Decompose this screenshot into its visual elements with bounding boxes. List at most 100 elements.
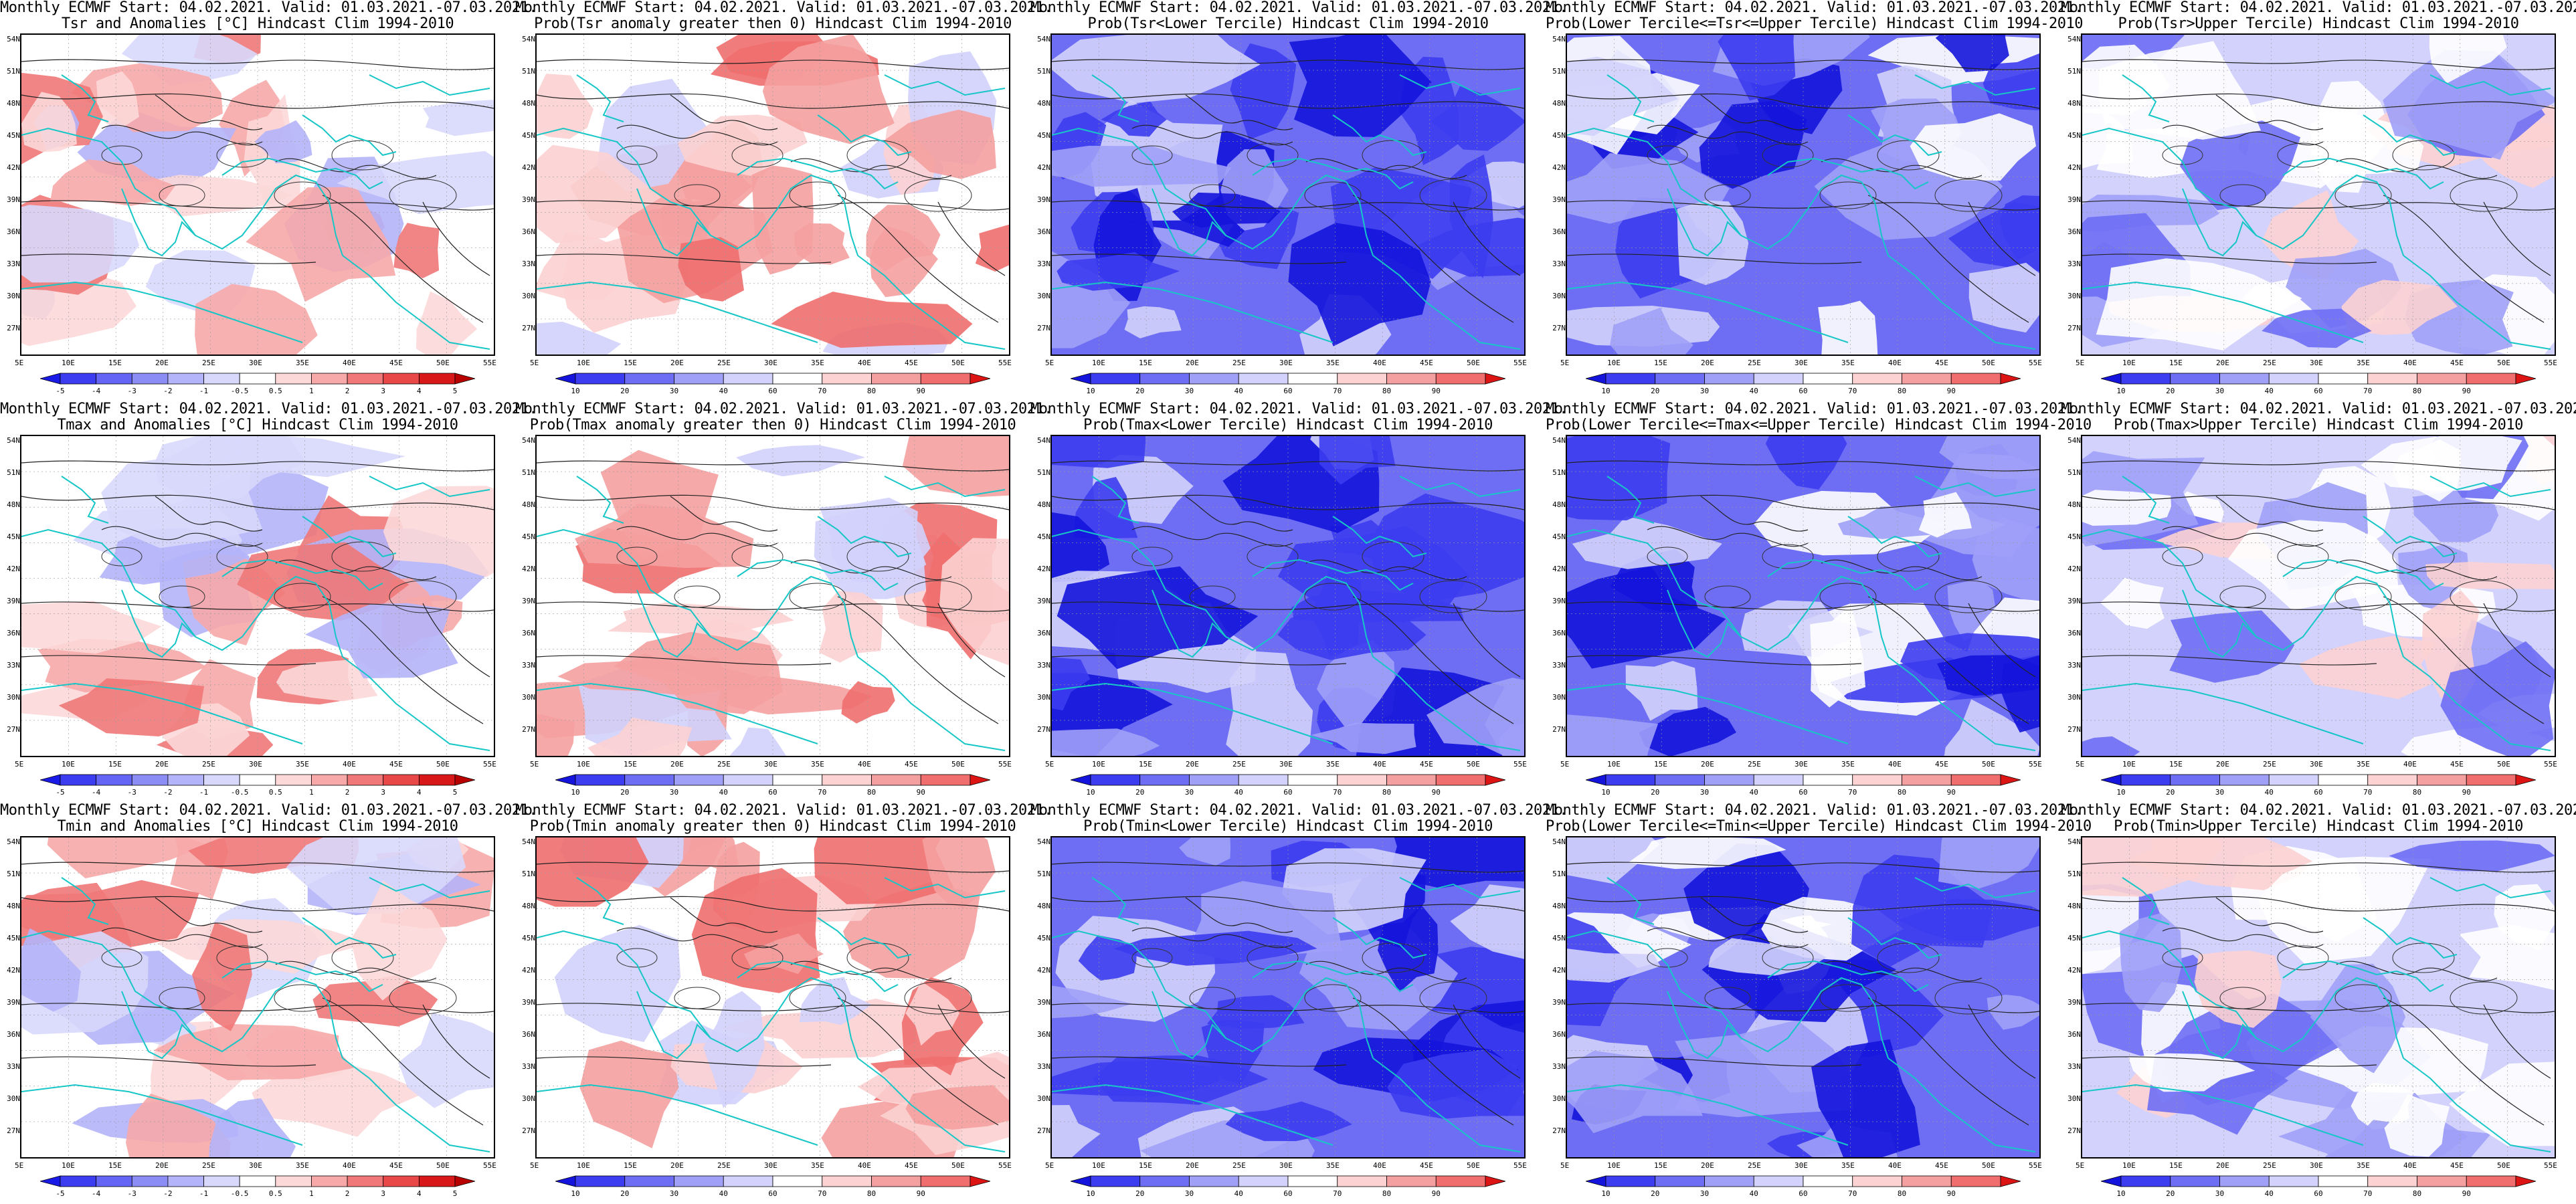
longitude-label: 50E (1467, 359, 1480, 367)
contour-line (790, 559, 952, 581)
contour-line (1567, 254, 1862, 264)
colorbar-label: 3 (381, 1189, 386, 1198)
colorbar-label: 30 (669, 788, 679, 797)
shaded-region (99, 528, 250, 585)
colorbar-svg (1586, 373, 2021, 385)
longitude-label: 40E (1373, 1161, 1386, 1170)
contour-line (1352, 195, 1514, 323)
map-svg (1052, 436, 1524, 756)
longitude-label: 25E (1232, 359, 1246, 367)
contour-line (1247, 945, 1299, 971)
colorbar-segment (203, 373, 240, 385)
contour-line (1052, 494, 1524, 510)
contour-line (1052, 1003, 1524, 1013)
coastline (21, 930, 343, 1059)
latitude-label: 48N (1037, 902, 1050, 910)
longitude-label: 25E (1748, 359, 1761, 367)
coastline (636, 589, 711, 658)
coastline (1332, 516, 1427, 558)
contour-line (1567, 59, 2039, 70)
shaded-region (2098, 41, 2262, 140)
colorbar-label: 20 (2166, 387, 2175, 395)
coastline (1767, 960, 1929, 993)
colorbar-segment (1337, 774, 1387, 786)
latitude-label: 54N (1552, 35, 1566, 43)
coastline (1052, 528, 1374, 658)
contour-line (837, 997, 999, 1126)
colorbar (40, 1175, 475, 1188)
colorbar-segment (2000, 774, 2021, 786)
longitude-label: 35E (296, 760, 309, 769)
coastline (636, 188, 711, 257)
longitude-label: 45E (1935, 359, 1948, 367)
colorbar-segment (1337, 373, 1387, 385)
colorbar-label: 10 (1601, 387, 1611, 395)
colorbar-segment (418, 774, 456, 786)
colorbar (2101, 372, 2536, 385)
colorbar-label: -1 (199, 387, 209, 395)
latitude-label: 30N (522, 292, 535, 300)
colorbar-label: 0.5 (268, 1189, 282, 1198)
longitude-label: 35E (1841, 1161, 1855, 1170)
latitude-label: 39N (1552, 195, 1566, 204)
shaded-region (1938, 837, 2039, 889)
latitude-label: 42N (7, 565, 20, 573)
longitude-label: 5E (2076, 1161, 2085, 1170)
contour-line (1185, 94, 1293, 130)
coastline (2122, 74, 2170, 122)
colorbar-label: -1 (199, 788, 209, 797)
colorbar (2101, 773, 2536, 787)
colorbar-segment (575, 373, 626, 385)
longitude-label: 15E (624, 1161, 637, 1170)
contour-line (1189, 987, 1236, 1009)
contour-line (537, 254, 832, 264)
colorbar (40, 773, 475, 787)
shaded-region (21, 601, 162, 654)
colorbar-segment (1852, 1175, 1902, 1187)
longitude-label: 20E (1186, 359, 1199, 367)
shaded-region (682, 837, 739, 869)
colorbar-label: 10 (1086, 387, 1095, 395)
colorbar-segment (1803, 774, 1853, 786)
longitude-label: 50E (436, 760, 450, 769)
shaded-region (1092, 1055, 1269, 1105)
panel-title-line1: Monthly ECMWF Start: 04.02.2021. Valid: … (1030, 0, 1568, 16)
colorbar-svg (1586, 774, 2021, 786)
colorbar-segment (167, 774, 204, 786)
colorbar-label: 80 (866, 788, 877, 797)
longitude-label: 5E (2076, 359, 2085, 367)
shaded-region (1288, 223, 1431, 346)
contour-line (674, 585, 721, 608)
longitude-label: 20E (670, 760, 684, 769)
colorbar-label: 90 (2462, 1189, 2471, 1198)
shaded-region (1968, 262, 2039, 333)
latitude-label: 51N (7, 870, 20, 878)
latitude-label: 48N (2067, 902, 2081, 910)
map-area (2081, 836, 2556, 1159)
coastline (1399, 877, 1521, 899)
colorbar-segment (2466, 373, 2516, 385)
colorbar-svg (1071, 1175, 1505, 1187)
coastline (342, 255, 490, 350)
coastline (884, 476, 1006, 498)
longitude-label: 10E (577, 760, 590, 769)
latitude-label: 36N (2067, 227, 2081, 236)
colorbar-label: -3 (127, 788, 136, 797)
colorbar-segment (2318, 774, 2369, 786)
map-panel: Monthly ECMWF Start: 04.02.2021. Valid: … (1030, 401, 1568, 803)
map-panel: Monthly ECMWF Start: 04.02.2021. Valid: … (1546, 0, 2083, 401)
latitude-label: 48N (1037, 500, 1050, 509)
longitude-label: 30E (2310, 1161, 2323, 1170)
latitude-label: 42N (2067, 966, 2081, 975)
colorbar-label: 90 (916, 387, 925, 395)
contour-line (846, 541, 909, 572)
colorbar-label: 80 (1897, 788, 1907, 797)
colorbar-segment (2101, 373, 2122, 385)
colorbar-segment (1950, 774, 2001, 786)
colorbar-segment (1586, 1175, 1606, 1187)
coastline (1152, 589, 1226, 658)
longitude-label: 25E (2263, 1161, 2276, 1170)
longitude-label: 45E (389, 1161, 403, 1170)
coastline (121, 589, 196, 658)
coastline (737, 960, 899, 993)
